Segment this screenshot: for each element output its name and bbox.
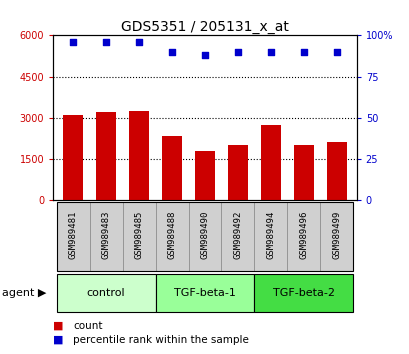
Text: GSM989494: GSM989494 xyxy=(266,211,275,259)
Point xyxy=(103,39,109,45)
Text: percentile rank within the sample: percentile rank within the sample xyxy=(73,335,248,345)
Bar xyxy=(320,202,353,271)
Bar xyxy=(155,202,188,271)
Text: agent ▶: agent ▶ xyxy=(2,288,46,298)
Bar xyxy=(122,202,155,271)
Point xyxy=(333,49,339,55)
Bar xyxy=(89,202,122,271)
Point xyxy=(135,39,142,45)
Bar xyxy=(254,274,353,312)
Bar xyxy=(287,202,320,271)
Text: GSM989481: GSM989481 xyxy=(68,211,77,259)
Bar xyxy=(221,202,254,271)
Bar xyxy=(162,136,182,200)
Point xyxy=(70,39,76,45)
Bar xyxy=(227,145,247,200)
Text: GSM989485: GSM989485 xyxy=(134,211,143,259)
Point xyxy=(234,49,240,55)
Bar xyxy=(155,274,254,312)
Text: TGF-beta-2: TGF-beta-2 xyxy=(272,288,334,298)
Bar xyxy=(56,274,155,312)
Point xyxy=(169,49,175,55)
Text: GSM989496: GSM989496 xyxy=(299,211,308,259)
Text: GSM989483: GSM989483 xyxy=(101,211,110,259)
Point xyxy=(300,49,306,55)
Text: GSM989488: GSM989488 xyxy=(167,211,176,259)
Text: GSM989499: GSM989499 xyxy=(332,211,341,259)
Bar xyxy=(56,202,89,271)
Point xyxy=(201,52,208,58)
Text: ■: ■ xyxy=(53,321,64,331)
Title: GDS5351 / 205131_x_at: GDS5351 / 205131_x_at xyxy=(121,21,288,34)
Bar xyxy=(195,151,214,200)
Text: TGF-beta-1: TGF-beta-1 xyxy=(174,288,235,298)
Bar xyxy=(129,111,148,200)
Text: count: count xyxy=(73,321,102,331)
Text: GSM989492: GSM989492 xyxy=(233,211,242,259)
Bar xyxy=(254,202,287,271)
Bar xyxy=(261,125,280,200)
Bar xyxy=(326,142,346,200)
Bar xyxy=(188,202,221,271)
Bar xyxy=(96,112,116,200)
Bar xyxy=(63,115,83,200)
Point xyxy=(267,49,274,55)
Bar xyxy=(293,145,313,200)
Text: ■: ■ xyxy=(53,335,64,345)
Text: GSM989490: GSM989490 xyxy=(200,211,209,259)
Text: control: control xyxy=(87,288,125,298)
